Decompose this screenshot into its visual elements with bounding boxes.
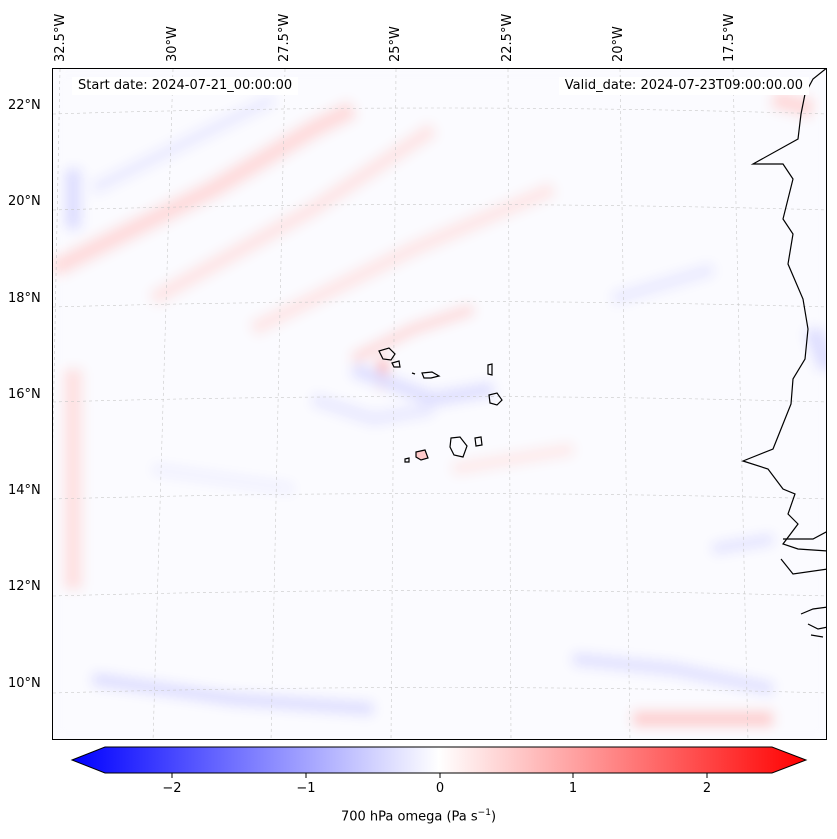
map-canvas [53, 69, 826, 739]
colorbar-tick-label: 2 [702, 781, 712, 796]
lon-tick-label: 27.5°W [277, 13, 292, 62]
start-date-label: Start date: 2024-07-21_00:00:00 [72, 77, 299, 95]
colorbar-label: 700 hPa omega (Pa s−1) [0, 808, 837, 824]
colorbar-label-close: ) [490, 809, 497, 825]
lon-tick-label: 22.5°W [500, 13, 515, 62]
valid-date-label: Valid_date: 2024-07-23T09:00:00.00 [558, 77, 809, 95]
coastline [741, 69, 826, 638]
lon-tick-label: 17.5°W [722, 13, 737, 62]
colorbar-tick-label: 1 [568, 781, 578, 796]
lon-tick-label: 32.5°W [53, 13, 68, 62]
islands [378, 347, 503, 463]
lat-tick-label: 22°N [8, 98, 41, 113]
lat-tick-label: 20°N [8, 194, 41, 209]
graticule [53, 69, 826, 739]
colorbar-tick-label: −2 [162, 781, 182, 796]
lat-tick-label: 18°N [8, 291, 41, 306]
lon-tick-label: 20°W [611, 26, 626, 62]
lat-tick-label: 14°N [8, 483, 41, 498]
lon-tick-label: 25°W [388, 26, 403, 62]
colorbar-tick-label: 0 [435, 781, 445, 796]
lat-tick-label: 12°N [8, 579, 41, 594]
colorbar-gradient [70, 746, 808, 774]
lon-tick-label: 30°W [165, 26, 180, 62]
map-panel [52, 68, 827, 740]
colorbar-label-text: 700 hPa omega (Pa s [340, 809, 478, 825]
lat-tick-label: 10°N [8, 676, 41, 691]
colorbar-label-exponent: −1 [477, 808, 491, 818]
lat-tick-label: 16°N [8, 387, 41, 402]
colorbar-tick-label: −1 [296, 781, 316, 796]
omega-field [53, 69, 826, 739]
